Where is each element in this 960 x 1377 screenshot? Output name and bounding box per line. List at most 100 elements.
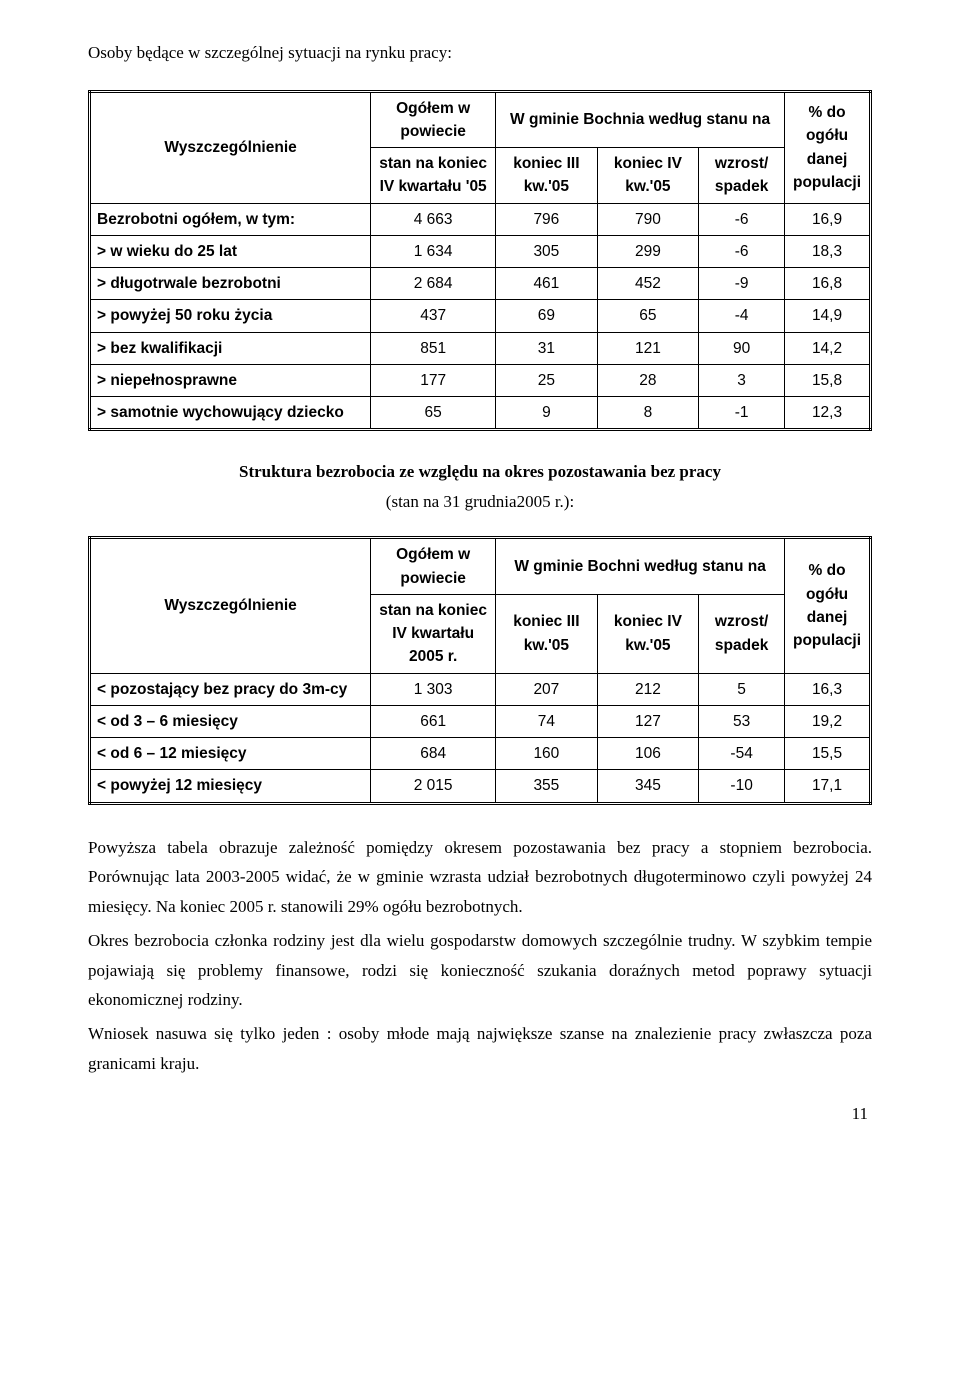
- t1-h-col3a: koniec III kw.'05: [496, 148, 598, 204]
- t2-h-col3a: koniec III kw.'05: [496, 594, 598, 673]
- row-cell: 345: [597, 770, 699, 803]
- row-cell: 9: [496, 397, 598, 430]
- table-row: > samotnie wychowujący dziecko6598-112,3: [90, 397, 871, 430]
- row-cell: 661: [371, 705, 496, 737]
- table-row: > bez kwalifikacji851311219014,2: [90, 332, 871, 364]
- t1-h-col3span: W gminie Bochnia według stanu na: [496, 91, 785, 148]
- row-cell: 74: [496, 705, 598, 737]
- table-row: < od 6 – 12 miesięcy684160106-5415,5: [90, 738, 871, 770]
- t1-h-col1: Wyszczególnienie: [90, 91, 371, 203]
- page-number: 11: [88, 1101, 872, 1127]
- paragraph-2: Okres bezrobocia członka rodziny jest dl…: [88, 926, 872, 1015]
- row-cell: -4: [699, 300, 785, 332]
- row-cell: 15,5: [785, 738, 871, 770]
- t1-h-col3b: koniec IV kw.'05: [597, 148, 699, 204]
- row-cell: 16,3: [785, 673, 871, 705]
- t1-h-col2bot: stan na koniec IV kwartału '05: [371, 148, 496, 204]
- row-label: < od 3 – 6 miesięcy: [90, 705, 371, 737]
- table2-caption: Struktura bezrobocia ze względu na okres…: [88, 459, 872, 485]
- row-cell: 17,1: [785, 770, 871, 803]
- table2-subcaption: (stan na 31 grudnia2005 r.):: [88, 489, 872, 515]
- table-row: > długotrwale bezrobotni2 684461452-916,…: [90, 268, 871, 300]
- row-cell: 65: [597, 300, 699, 332]
- row-cell: 5: [699, 673, 785, 705]
- row-cell: 53: [699, 705, 785, 737]
- row-cell: 69: [496, 300, 598, 332]
- intro-text: Osoby będące w szczególnej sytuacji na r…: [88, 40, 872, 66]
- t2-h-col2top: Ogółem w powiecie: [371, 538, 496, 595]
- row-cell: 160: [496, 738, 598, 770]
- row-cell: 790: [597, 203, 699, 235]
- row-label: < pozostający bez pracy do 3m-cy: [90, 673, 371, 705]
- row-cell: -9: [699, 268, 785, 300]
- row-cell: 14,2: [785, 332, 871, 364]
- row-cell: 25: [496, 364, 598, 396]
- row-label: > bez kwalifikacji: [90, 332, 371, 364]
- row-cell: 19,2: [785, 705, 871, 737]
- body-text-block: Powyższa tabela obrazuje zależność pomię…: [88, 833, 872, 1079]
- table-row: > niepełnosprawne1772528315,8: [90, 364, 871, 396]
- t1-body: Bezrobotni ogółem, w tym:4 663796790-616…: [90, 203, 871, 430]
- row-label: > długotrwale bezrobotni: [90, 268, 371, 300]
- row-cell: 12,3: [785, 397, 871, 430]
- row-cell: 851: [371, 332, 496, 364]
- row-label: > samotnie wychowujący dziecko: [90, 397, 371, 430]
- row-cell: 106: [597, 738, 699, 770]
- row-cell: 15,8: [785, 364, 871, 396]
- row-label: < od 6 – 12 miesięcy: [90, 738, 371, 770]
- t1-h-col4: % do ogółu danej populacji: [785, 91, 871, 203]
- t2-body: < pozostający bez pracy do 3m-cy1 303207…: [90, 673, 871, 803]
- t1-h-col3c: wzrost/ spadek: [699, 148, 785, 204]
- row-cell: 31: [496, 332, 598, 364]
- row-cell: 437: [371, 300, 496, 332]
- row-cell: -10: [699, 770, 785, 803]
- table-2: Wyszczególnienie Ogółem w powiecie W gmi…: [88, 536, 872, 804]
- row-label: < powyżej 12 miesięcy: [90, 770, 371, 803]
- row-cell: 2 015: [371, 770, 496, 803]
- paragraph-3: Wniosek nasuwa się tylko jeden : osoby m…: [88, 1019, 872, 1079]
- table-1: Wyszczególnienie Ogółem w powiecie W gmi…: [88, 90, 872, 432]
- table-row: > w wieku do 25 lat1 634305299-618,3: [90, 235, 871, 267]
- row-cell: 305: [496, 235, 598, 267]
- row-cell: 461: [496, 268, 598, 300]
- table-row: < pozostający bez pracy do 3m-cy1 303207…: [90, 673, 871, 705]
- row-cell: 16,8: [785, 268, 871, 300]
- row-cell: 207: [496, 673, 598, 705]
- row-cell: 28: [597, 364, 699, 396]
- row-cell: 127: [597, 705, 699, 737]
- row-cell: 8: [597, 397, 699, 430]
- row-cell: 90: [699, 332, 785, 364]
- row-label: > niepełnosprawne: [90, 364, 371, 396]
- row-cell: 452: [597, 268, 699, 300]
- t2-h-col3b: koniec IV kw.'05: [597, 594, 699, 673]
- t2-h-col3c: wzrost/ spadek: [699, 594, 785, 673]
- row-cell: 65: [371, 397, 496, 430]
- row-cell: 121: [597, 332, 699, 364]
- t2-h-col2bot: stan na koniec IV kwartału 2005 r.: [371, 594, 496, 673]
- row-label: > w wieku do 25 lat: [90, 235, 371, 267]
- t2-h-col4: % do ogółu danej populacji: [785, 538, 871, 673]
- row-cell: -6: [699, 235, 785, 267]
- row-cell: 355: [496, 770, 598, 803]
- row-cell: 684: [371, 738, 496, 770]
- row-cell: -54: [699, 738, 785, 770]
- paragraph-1: Powyższa tabela obrazuje zależność pomię…: [88, 833, 872, 922]
- table-row: < od 3 – 6 miesięcy661741275319,2: [90, 705, 871, 737]
- row-cell: 1 634: [371, 235, 496, 267]
- t2-h-col3span: W gminie Bochni według stanu na: [496, 538, 785, 595]
- row-cell: 18,3: [785, 235, 871, 267]
- row-cell: 2 684: [371, 268, 496, 300]
- row-cell: -6: [699, 203, 785, 235]
- table-row: > powyżej 50 roku życia4376965-414,9: [90, 300, 871, 332]
- row-cell: 796: [496, 203, 598, 235]
- row-cell: 299: [597, 235, 699, 267]
- table-row: Bezrobotni ogółem, w tym:4 663796790-616…: [90, 203, 871, 235]
- row-cell: 212: [597, 673, 699, 705]
- t1-h-col2top: Ogółem w powiecie: [371, 91, 496, 148]
- row-cell: 4 663: [371, 203, 496, 235]
- row-label: Bezrobotni ogółem, w tym:: [90, 203, 371, 235]
- row-cell: -1: [699, 397, 785, 430]
- row-cell: 1 303: [371, 673, 496, 705]
- page-container: Osoby będące w szczególnej sytuacji na r…: [0, 0, 960, 1166]
- row-cell: 16,9: [785, 203, 871, 235]
